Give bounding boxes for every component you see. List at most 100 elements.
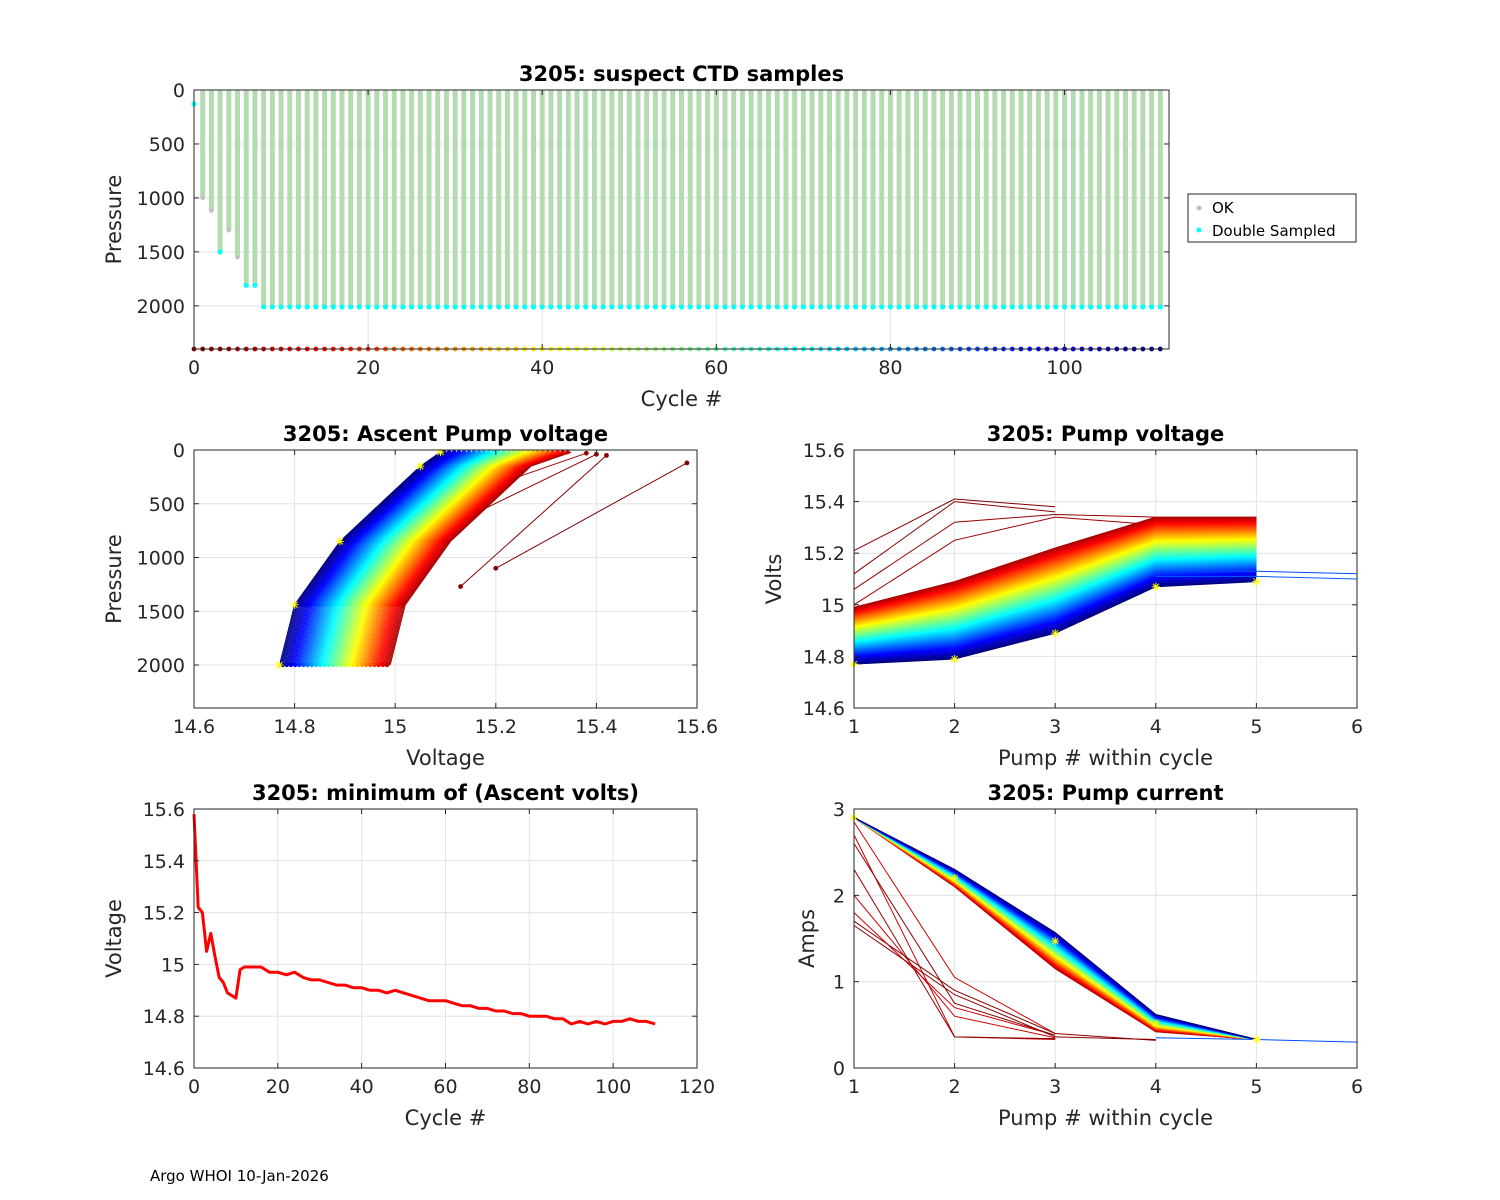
double-sampled-point: [948, 304, 954, 310]
double-sampled-point: [722, 304, 728, 310]
ascent-point: [555, 449, 560, 455]
pump-voltage-line: [853, 558, 1257, 645]
double-sampled-point: [269, 304, 275, 310]
pump-voltage-line: [853, 538, 1257, 628]
double-sampled-point: [966, 304, 972, 310]
x-tick-label: 2: [949, 1076, 961, 1098]
pump-voltage-line: [853, 562, 1257, 649]
pump-voltage-line: [853, 544, 1257, 633]
latest-cycle-marker: [335, 537, 344, 546]
x-tick-label: 0: [188, 1076, 200, 1098]
y-tick-label: 0: [173, 80, 185, 102]
latest-cycle-marker: [416, 462, 425, 471]
double-sampled-point: [548, 304, 554, 310]
marker-stroke: [1152, 583, 1160, 591]
latest-series-marker: [1051, 629, 1060, 638]
pump-voltage-line: [853, 537, 1257, 627]
legend: OK Double Sampled: [1187, 193, 1357, 243]
marker-stroke: [416, 462, 424, 470]
double-sampled-point: [800, 304, 806, 310]
ascent-point: [560, 449, 565, 455]
y-tick-label: 3: [833, 799, 845, 821]
pump-voltage-line: [853, 559, 1257, 646]
y-tick-label: 15.2: [143, 903, 185, 925]
legend-box: [1187, 193, 1357, 243]
ascent-point: [545, 449, 551, 455]
chart-title: 3205: Pump voltage: [987, 422, 1225, 446]
pump-voltage-line: [853, 528, 1257, 619]
marker-stroke: [1253, 1036, 1260, 1043]
double-sampled-point: [478, 304, 484, 310]
pump-voltage-line: [853, 561, 1257, 648]
y-tick-label: 14.6: [143, 1058, 185, 1080]
y-tick-label: 2: [833, 885, 845, 907]
x-tick-label: 14.8: [273, 716, 315, 738]
x-tick-label: 4: [1150, 1076, 1162, 1098]
pump-voltage-line: [853, 574, 1257, 659]
pump-current-early-line: [853, 869, 1056, 1040]
ascent-point: [501, 449, 506, 455]
y-tick-label: 15.2: [803, 543, 845, 565]
axes-box: [193, 89, 1170, 350]
ascent-series-line: [302, 451, 468, 666]
double-sampled-point: [365, 304, 371, 310]
x-tick-label: 14.6: [173, 716, 215, 738]
double-sampled-point: [356, 304, 363, 310]
double-sampled-point: [678, 304, 685, 310]
double-sampled-point: [400, 304, 406, 310]
double-sampled-point: [652, 304, 658, 310]
double-sampled-point: [922, 304, 928, 310]
double-sampled-point: [426, 304, 432, 310]
pump-voltage-line: [853, 571, 1257, 657]
pump-voltage-line: [853, 547, 1257, 636]
ascent-series-line: [318, 451, 488, 666]
double-sampled-point: [1157, 304, 1163, 310]
x-tick-label: 15.6: [676, 716, 718, 738]
x-tick-label: 60: [704, 357, 728, 379]
chart-title: 3205: Pump current: [987, 781, 1223, 805]
pump-voltage-line: [853, 528, 1257, 619]
pump-voltage-line: [853, 531, 1257, 622]
legend-double-label: Double Sampled: [1212, 222, 1336, 240]
ok-sample-point: [235, 255, 240, 260]
y-tick-label: 1000: [137, 548, 185, 570]
double-sampled-point: [644, 304, 650, 310]
double-sampled-point: [853, 304, 859, 310]
y-axis-label: Pressure: [102, 175, 126, 265]
x-tick-label: 100: [595, 1076, 631, 1098]
ascent-point: [604, 452, 609, 458]
axes-frame: 0 20 40 60 80 100 120 14.6 14.8 15 15.2 15.4 15.6 320…: [102, 781, 715, 1130]
double-sampled-point: [609, 304, 615, 310]
pump-voltage-line: [853, 520, 1257, 612]
double-sampled-point: [705, 304, 711, 310]
double-sampled-point: [557, 304, 563, 310]
x-tick-label: 1: [848, 1076, 860, 1098]
pump-voltage-line: [853, 522, 1257, 614]
pump-voltage-line: [853, 559, 1257, 646]
ascent-point: [486, 449, 491, 455]
double-sampled-point: [879, 304, 885, 310]
double-sampled-point: [348, 304, 354, 310]
y-tick-label: 15: [161, 954, 185, 976]
y-tick-label: 2000: [137, 655, 185, 677]
plot-area: [854, 809, 1357, 1068]
axes-frame: 1 2 3 4 5 6 14.6 14.8 15 15.2 15.4 15.6 3205: Pump v…: [762, 422, 1363, 770]
pump-voltage-line: [853, 572, 1257, 657]
pump-voltage-line: [853, 551, 1257, 639]
double-sampled-point: [513, 304, 519, 310]
ascent-point: [451, 449, 457, 455]
y-tick-label: 500: [149, 494, 185, 516]
double-sampled-point: [835, 304, 841, 310]
pump-current-early-line: [853, 843, 1056, 1036]
double-sampled-point: [591, 304, 598, 310]
axes-box: [853, 808, 1358, 1069]
pump-voltage-line: [853, 552, 1257, 640]
pump-voltage-line: [853, 535, 1257, 625]
pump-voltage-line: [853, 517, 1257, 609]
y-tick-label: 2000: [137, 296, 185, 318]
double-sampled-point: [687, 304, 693, 310]
pump-voltage-line: [853, 561, 1257, 647]
ascent-series-line: [306, 451, 473, 666]
x-tick-label: 4: [1150, 716, 1162, 738]
